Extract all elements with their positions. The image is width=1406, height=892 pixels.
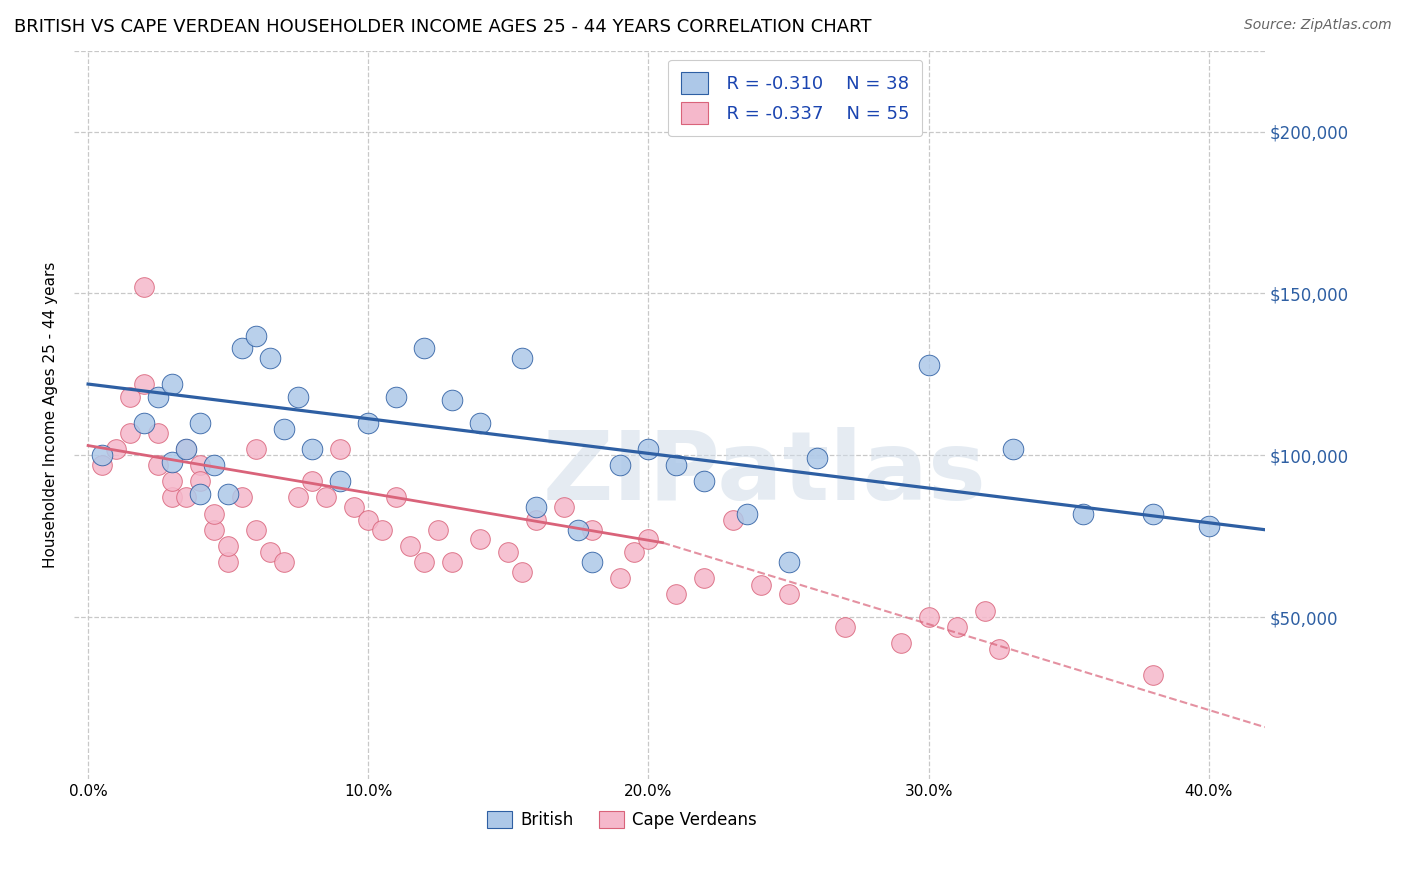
Point xyxy=(120,425,142,440)
Point xyxy=(987,642,1010,657)
Text: BRITISH VS CAPE VERDEAN HOUSEHOLDER INCOME AGES 25 - 44 YEARS CORRELATION CHART: BRITISH VS CAPE VERDEAN HOUSEHOLDER INCO… xyxy=(14,18,872,36)
Point xyxy=(245,328,267,343)
Point xyxy=(553,500,575,514)
Point xyxy=(245,523,267,537)
Point xyxy=(917,358,939,372)
Point xyxy=(217,539,239,553)
Point xyxy=(609,571,631,585)
Point xyxy=(343,500,366,514)
Point xyxy=(890,636,912,650)
Point xyxy=(287,491,309,505)
Point xyxy=(806,451,828,466)
Point xyxy=(749,578,772,592)
Point xyxy=(609,458,631,472)
Point xyxy=(188,487,211,501)
Point xyxy=(581,555,603,569)
Point xyxy=(693,571,716,585)
Point xyxy=(385,390,408,404)
Point xyxy=(105,442,128,456)
Point xyxy=(287,390,309,404)
Point xyxy=(174,491,197,505)
Text: ZIPatlas: ZIPatlas xyxy=(543,426,987,519)
Point xyxy=(973,604,995,618)
Point xyxy=(134,280,156,294)
Point xyxy=(413,555,436,569)
Point xyxy=(188,474,211,488)
Point xyxy=(146,458,169,472)
Point xyxy=(245,442,267,456)
Point xyxy=(427,523,450,537)
Point xyxy=(91,458,114,472)
Point xyxy=(301,442,323,456)
Point xyxy=(146,425,169,440)
Point xyxy=(273,555,295,569)
Point xyxy=(581,523,603,537)
Y-axis label: Householder Income Ages 25 - 44 years: Householder Income Ages 25 - 44 years xyxy=(44,261,58,568)
Point xyxy=(470,533,492,547)
Point xyxy=(160,474,183,488)
Point xyxy=(1198,519,1220,533)
Point xyxy=(301,474,323,488)
Point xyxy=(160,491,183,505)
Point xyxy=(120,390,142,404)
Point xyxy=(273,422,295,436)
Point xyxy=(637,442,659,456)
Point xyxy=(259,351,281,366)
Point xyxy=(945,620,967,634)
Point xyxy=(735,507,758,521)
Point xyxy=(231,342,253,356)
Point xyxy=(778,555,800,569)
Point xyxy=(146,390,169,404)
Point xyxy=(174,442,197,456)
Point xyxy=(778,587,800,601)
Point xyxy=(202,458,225,472)
Point xyxy=(385,491,408,505)
Point xyxy=(202,507,225,521)
Point xyxy=(160,377,183,392)
Point xyxy=(188,416,211,430)
Point xyxy=(160,455,183,469)
Point xyxy=(623,545,645,559)
Point xyxy=(329,474,352,488)
Point xyxy=(721,513,744,527)
Point xyxy=(134,416,156,430)
Point xyxy=(202,523,225,537)
Text: Source: ZipAtlas.com: Source: ZipAtlas.com xyxy=(1244,18,1392,32)
Point xyxy=(665,458,688,472)
Point xyxy=(524,500,547,514)
Point xyxy=(512,351,534,366)
Point xyxy=(1001,442,1024,456)
Point xyxy=(1142,668,1164,682)
Point xyxy=(1142,507,1164,521)
Point xyxy=(315,491,337,505)
Point xyxy=(524,513,547,527)
Point xyxy=(834,620,856,634)
Point xyxy=(357,513,380,527)
Point xyxy=(917,610,939,624)
Legend: British, Cape Verdeans: British, Cape Verdeans xyxy=(481,805,763,836)
Point xyxy=(470,416,492,430)
Point xyxy=(413,342,436,356)
Point xyxy=(512,565,534,579)
Point xyxy=(567,523,589,537)
Point xyxy=(498,545,520,559)
Point xyxy=(259,545,281,559)
Point xyxy=(329,442,352,456)
Point xyxy=(217,487,239,501)
Point xyxy=(188,458,211,472)
Point xyxy=(91,448,114,462)
Point xyxy=(665,587,688,601)
Point xyxy=(217,555,239,569)
Point xyxy=(441,555,464,569)
Point xyxy=(441,393,464,408)
Point xyxy=(399,539,422,553)
Point xyxy=(1071,507,1094,521)
Point xyxy=(371,523,394,537)
Point xyxy=(357,416,380,430)
Point xyxy=(134,377,156,392)
Point xyxy=(231,491,253,505)
Point xyxy=(637,533,659,547)
Point xyxy=(174,442,197,456)
Point xyxy=(693,474,716,488)
